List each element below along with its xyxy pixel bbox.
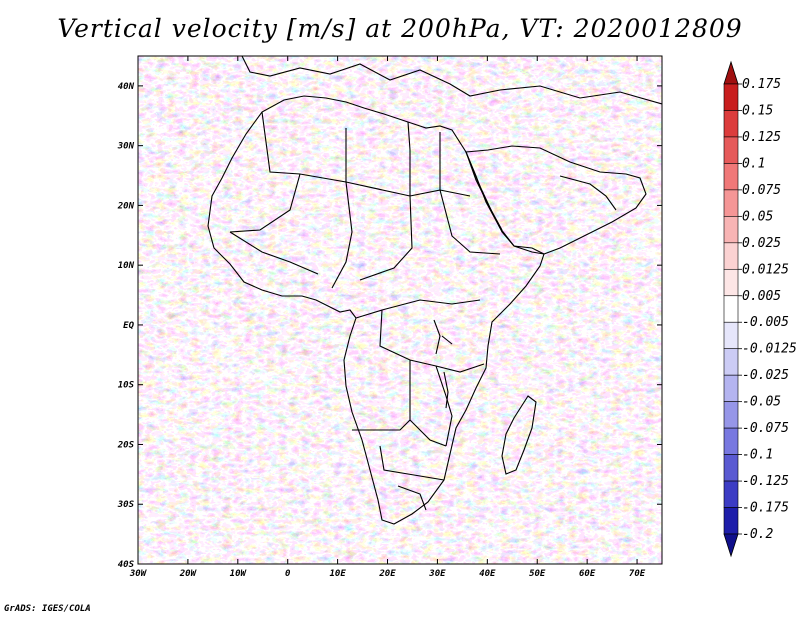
colorbar-top-arrow: [723, 60, 739, 85]
colorbar-label: 0.005: [742, 289, 781, 304]
colorbar-label: 0.15: [742, 103, 773, 118]
lon-tick-label: 0: [285, 569, 291, 579]
colorbar-label: -0.05: [742, 395, 781, 410]
red-sea-west: [465, 151, 503, 231]
coastlines-and-borders: [207, 56, 662, 525]
lon-tick-label: 60E: [579, 569, 596, 579]
borders-north: [229, 111, 501, 289]
colorbar-swatch: [723, 189, 739, 217]
colorbar-label: -0.175: [742, 501, 789, 516]
colorbar-swatch: [723, 163, 739, 191]
borders-central: [352, 299, 485, 511]
colorbar-swatch: [723, 83, 739, 111]
lat-tick-label: 20S: [117, 440, 135, 450]
great-lakes: [433, 319, 453, 409]
colorbar-label: 0.175: [742, 77, 781, 92]
colorbar-label: -0.1: [742, 448, 773, 463]
colorbar-swatch: [723, 321, 739, 350]
colorbar-swatch: [723, 242, 739, 270]
lat-tick-label: 40S: [118, 560, 135, 570]
lat-tick-label: 40N: [118, 82, 135, 92]
colorbar-label: 0.0125: [742, 262, 789, 277]
colorbar-label: 0.025: [742, 236, 781, 251]
mediterranean-north-coast: [241, 56, 662, 105]
map-axes: 30W 20W 10W 0 10E 20E 30E 40E 50E 60E 70E 40N 30N 20N…: [117, 56, 662, 579]
persian-gulf: [559, 175, 617, 211]
colorbar-label: -0.2: [742, 527, 773, 542]
colorbar-label: 0.125: [742, 130, 781, 145]
colorbar-label: -0.025: [742, 368, 789, 383]
colorbar-label: -0.125: [742, 474, 789, 489]
lat-tick-label: 30N: [117, 142, 135, 152]
map-frame: [137, 55, 663, 565]
colorbar-swatch: [723, 507, 739, 535]
lat-tick-label: 30S: [117, 500, 135, 510]
colorbar-swatch: [723, 136, 739, 164]
lat-tick-label: EQ: [123, 321, 134, 331]
colorbar-label: -0.0125: [742, 342, 797, 357]
madagascar-outline: [501, 395, 537, 475]
lon-tick-label: 20E: [378, 569, 396, 579]
colorbar-label: 0.1: [742, 156, 765, 171]
velocity-field: [138, 56, 662, 564]
colorbar-label: 0.075: [742, 183, 781, 198]
grads-credit: GrADS: IGES/COLA: [4, 604, 91, 614]
colorbar-swatch: [723, 268, 739, 297]
colorbar-swatch: [723, 454, 739, 482]
lon-tick-label: 70E: [629, 569, 646, 579]
colorbar-swatch: [723, 110, 739, 138]
chart-title: Vertical velocity [m/s] at 200hPa, VT: 2…: [57, 14, 743, 43]
colorbar-swatch: [723, 401, 739, 429]
lon-tick-label: 30E: [428, 569, 446, 579]
colorbar-swatch: [723, 216, 739, 244]
lon-tick-label: 40E: [479, 569, 496, 579]
colorbar-swatch: [723, 374, 739, 402]
colorbar-bottom-arrow: [723, 533, 739, 558]
lat-tick-label: 20N: [117, 201, 135, 211]
lon-tick-label: 10W: [230, 569, 248, 579]
colorbar-label: -0.075: [742, 421, 789, 436]
colorbar-swatch: [723, 427, 739, 455]
lon-tick-label: 20W: [179, 569, 198, 579]
colorbar-label: -0.005: [742, 315, 789, 330]
colorbar-swatch: [723, 480, 739, 508]
colorbar-swatch: [723, 348, 739, 376]
lon-tick-label: 10E: [329, 569, 346, 579]
arabia-outline: [465, 145, 647, 255]
lon-tick-label: 30W: [129, 569, 148, 579]
colorbar-swatch: [723, 295, 739, 323]
lon-tick-label: 50E: [529, 569, 546, 579]
africa-coastline: [207, 95, 545, 525]
lat-tick-label: 10N: [118, 261, 135, 271]
colorbar-label: 0.05: [742, 209, 773, 224]
lat-tick-label: 10S: [118, 381, 135, 391]
colorbar: 0.175 0.15 0.125 0.1 0.075 0.05 0.025 0.0125 0.0…: [723, 60, 797, 558]
